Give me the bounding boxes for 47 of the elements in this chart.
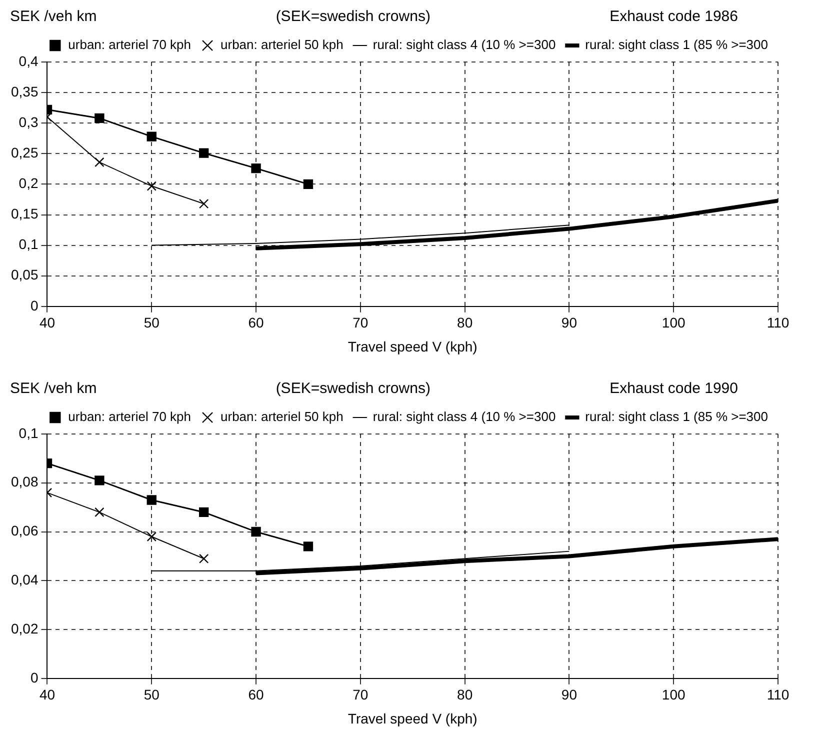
x-tick-label: 70 [352, 314, 368, 331]
legend-label: urban: arteriel 50 kph [220, 37, 344, 52]
x-tick-label: 60 [248, 686, 264, 703]
y-tick-label: 0,2 [18, 175, 38, 192]
y-tick-label: 0,1 [18, 424, 38, 441]
x-tick-label: 100 [662, 686, 686, 703]
y-tick-label: 0,08 [11, 474, 38, 490]
y-tick-label: 0,04 [11, 572, 38, 588]
x-tick-label: 40 [39, 686, 56, 703]
y-tick-label: 0,05 [11, 266, 38, 283]
legend-label: urban: arteriel 70 kph [68, 409, 192, 424]
y-tick-label: 0 [30, 297, 38, 314]
x-tick-label: 50 [144, 314, 160, 331]
legend-label: rural: sight class 4 (10 % >=300 [372, 37, 556, 52]
x-tick-label: 90 [561, 314, 578, 331]
y-tick-label: 0,1 [18, 236, 38, 252]
x-tick-label: 80 [457, 314, 473, 331]
y-tick-label: 0 [30, 669, 38, 686]
x-tick-label: 90 [561, 686, 578, 703]
y-axis-title: SEK /veh km [10, 8, 97, 25]
legend-label: urban: arteriel 50 kph [220, 409, 344, 424]
x-tick-label: 100 [662, 314, 686, 331]
x-tick-label: 40 [39, 314, 56, 331]
y-tick-label: 0,3 [18, 114, 38, 130]
y-axis-title: SEK /veh km [10, 380, 97, 397]
y-tick-label: 0,25 [11, 144, 38, 161]
x-axis-title: Travel speed V (kph) [348, 338, 478, 354]
y-tick-label: 0,35 [11, 83, 38, 100]
legend-label: rural: sight class 1 (85 % >=300 [585, 409, 768, 424]
legend-label: rural: sight class 1 (85 % >=300 [585, 37, 768, 52]
x-axis-title: Travel speed V (kph) [348, 710, 478, 726]
y-tick-label: 0,4 [18, 52, 38, 69]
chart-subtitle: (SEK=swedish crowns) [276, 380, 430, 397]
x-tick-label: 60 [248, 314, 264, 331]
y-tick-label: 0,06 [11, 522, 38, 539]
legend-label: urban: arteriel 70 kph [68, 37, 192, 52]
chart-title: Exhaust code 1990 [610, 380, 738, 397]
chart-subtitle: (SEK=swedish crowns) [276, 8, 430, 25]
chart-title: Exhaust code 1986 [610, 8, 738, 25]
y-tick-label: 0,02 [11, 620, 38, 636]
legend-label: rural: sight class 4 (10 % >=300 [372, 409, 556, 424]
x-tick-label: 70 [352, 686, 368, 703]
x-tick-label: 50 [144, 686, 160, 703]
x-tick-label: 110 [766, 686, 790, 703]
x-tick-label: 80 [457, 686, 473, 703]
x-tick-label: 110 [766, 314, 790, 331]
y-tick-label: 0,15 [11, 206, 38, 222]
